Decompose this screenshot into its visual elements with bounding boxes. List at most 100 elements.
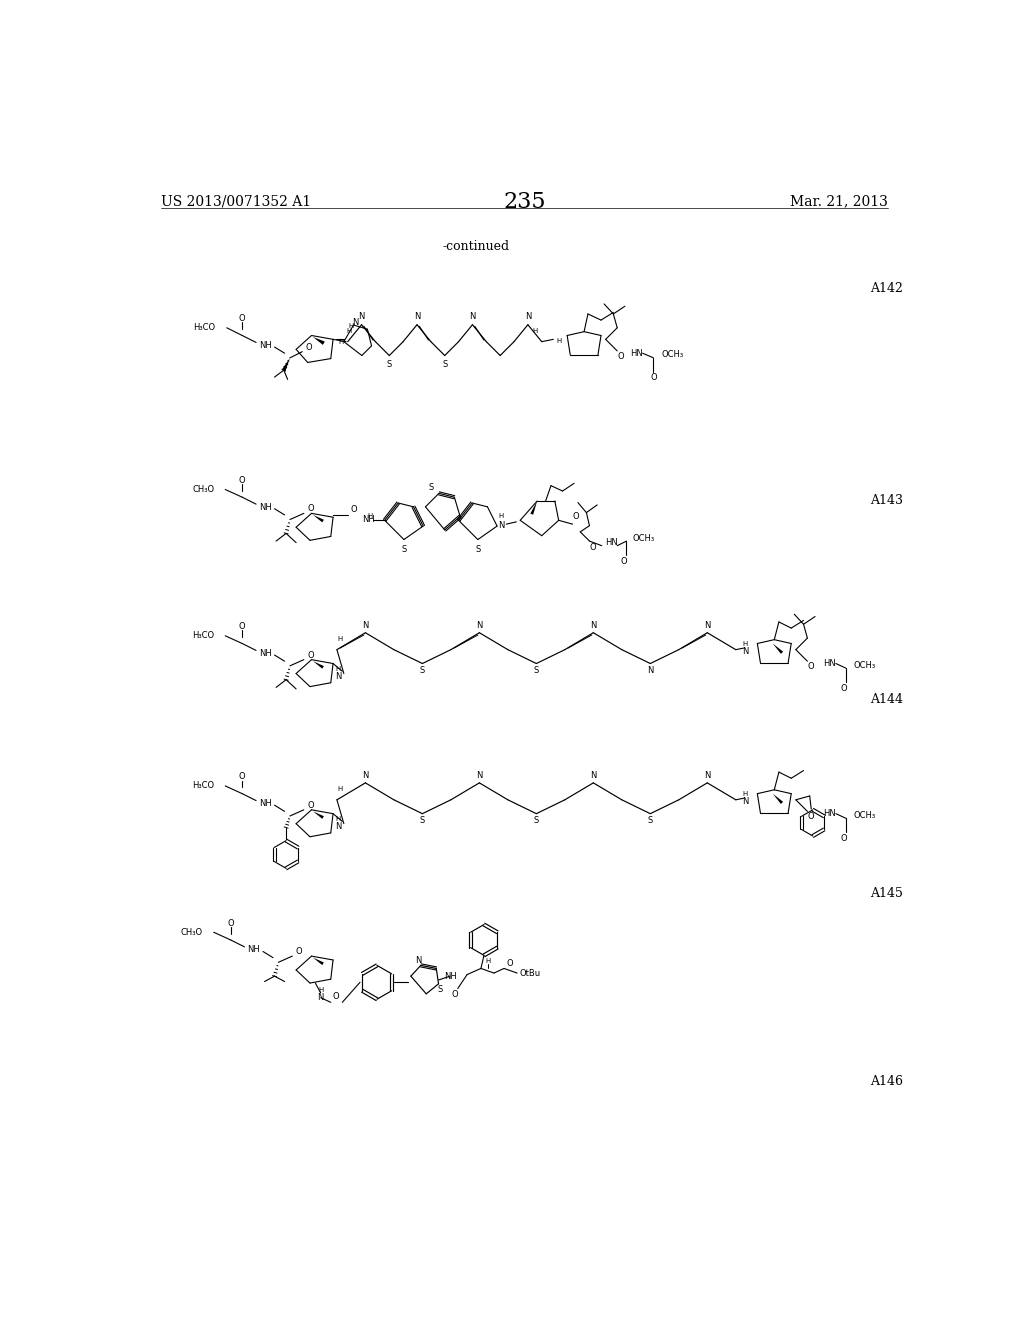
Text: S: S — [401, 545, 407, 554]
Text: N: N — [362, 622, 369, 630]
Text: A144: A144 — [870, 693, 903, 706]
Text: H: H — [557, 338, 562, 345]
Text: H: H — [368, 512, 373, 519]
Text: 235: 235 — [504, 190, 546, 213]
Polygon shape — [773, 793, 783, 804]
Text: O: O — [650, 374, 656, 383]
Text: N: N — [352, 318, 358, 327]
Text: NH: NH — [248, 945, 260, 954]
Text: N: N — [317, 993, 324, 1002]
Text: HN: HN — [631, 348, 643, 358]
Polygon shape — [313, 661, 324, 669]
Text: Mar. 21, 2013: Mar. 21, 2013 — [791, 194, 888, 209]
Text: O: O — [452, 990, 458, 999]
Text: N: N — [469, 312, 475, 321]
Text: OCH₃: OCH₃ — [854, 660, 876, 669]
Text: OtBu: OtBu — [519, 969, 541, 978]
Text: H: H — [532, 327, 538, 334]
Text: N: N — [335, 672, 342, 681]
Text: O: O — [841, 684, 847, 693]
Text: H₃CO: H₃CO — [193, 781, 214, 791]
Text: S: S — [534, 667, 539, 675]
Text: NH: NH — [259, 503, 271, 512]
Text: N: N — [705, 771, 711, 780]
Text: O: O — [572, 512, 579, 521]
Text: O: O — [239, 772, 246, 781]
Text: HN: HN — [823, 809, 836, 818]
Text: O: O — [808, 812, 814, 821]
Text: O: O — [808, 663, 814, 671]
Text: H: H — [742, 640, 748, 647]
Text: N: N — [476, 771, 482, 780]
Text: N: N — [476, 622, 482, 630]
Text: O: O — [307, 504, 314, 513]
Text: O: O — [227, 919, 233, 928]
Text: O: O — [307, 801, 314, 809]
Text: H: H — [338, 339, 343, 345]
Text: O: O — [621, 557, 628, 565]
Text: A146: A146 — [870, 1074, 903, 1088]
Text: HN: HN — [605, 539, 617, 546]
Text: N: N — [358, 312, 365, 321]
Polygon shape — [530, 502, 538, 515]
Text: NH: NH — [259, 649, 271, 657]
Text: N: N — [362, 771, 369, 780]
Text: O: O — [306, 343, 312, 351]
Polygon shape — [282, 358, 290, 371]
Text: H: H — [499, 513, 504, 520]
Text: US 2013/0071352 A1: US 2013/0071352 A1 — [162, 194, 311, 209]
Polygon shape — [313, 958, 324, 965]
Text: NH: NH — [259, 799, 271, 808]
Text: H₃CO: H₃CO — [194, 323, 215, 333]
Text: O: O — [239, 314, 246, 323]
Text: H: H — [338, 785, 343, 792]
Text: H: H — [742, 791, 748, 797]
Text: O: O — [841, 834, 847, 842]
Text: N: N — [414, 312, 420, 321]
Text: OCH₃: OCH₃ — [854, 810, 876, 820]
Text: N: N — [590, 771, 597, 780]
Text: -continued: -continued — [442, 240, 510, 253]
Text: CH₃O: CH₃O — [181, 928, 203, 937]
Text: N: N — [416, 956, 422, 965]
Text: N: N — [647, 667, 653, 675]
Polygon shape — [313, 337, 325, 345]
Text: N: N — [741, 647, 749, 656]
Text: NH: NH — [362, 515, 375, 524]
Text: A142: A142 — [870, 282, 903, 294]
Text: O: O — [239, 475, 246, 484]
Text: S: S — [475, 545, 480, 554]
Text: CH₃O: CH₃O — [193, 484, 214, 494]
Text: S: S — [429, 483, 434, 491]
Text: N: N — [705, 622, 711, 630]
Text: OCH₃: OCH₃ — [633, 533, 654, 543]
Text: O: O — [506, 958, 513, 968]
Text: H: H — [338, 636, 343, 642]
Text: O: O — [296, 946, 302, 956]
Text: S: S — [420, 816, 425, 825]
Text: S: S — [648, 816, 653, 825]
Text: S: S — [387, 360, 392, 370]
Text: O: O — [589, 543, 596, 552]
Text: H: H — [336, 816, 341, 822]
Text: S: S — [534, 816, 539, 825]
Text: N: N — [590, 622, 597, 630]
Text: N: N — [741, 797, 749, 805]
Text: O: O — [239, 622, 246, 631]
Text: NH: NH — [259, 341, 271, 350]
Text: N: N — [524, 312, 531, 321]
Polygon shape — [313, 515, 324, 523]
Text: H: H — [485, 958, 490, 964]
Text: O: O — [333, 993, 340, 1002]
Polygon shape — [773, 644, 783, 653]
Text: S: S — [442, 360, 447, 370]
Text: N: N — [335, 822, 342, 832]
Text: H: H — [346, 327, 351, 334]
Text: O: O — [350, 506, 357, 513]
Polygon shape — [313, 812, 324, 818]
Text: OCH₃: OCH₃ — [662, 350, 683, 359]
Text: H₃CO: H₃CO — [193, 631, 214, 640]
Text: H: H — [318, 987, 324, 993]
Text: HN: HN — [823, 659, 836, 668]
Text: A145: A145 — [870, 887, 903, 900]
